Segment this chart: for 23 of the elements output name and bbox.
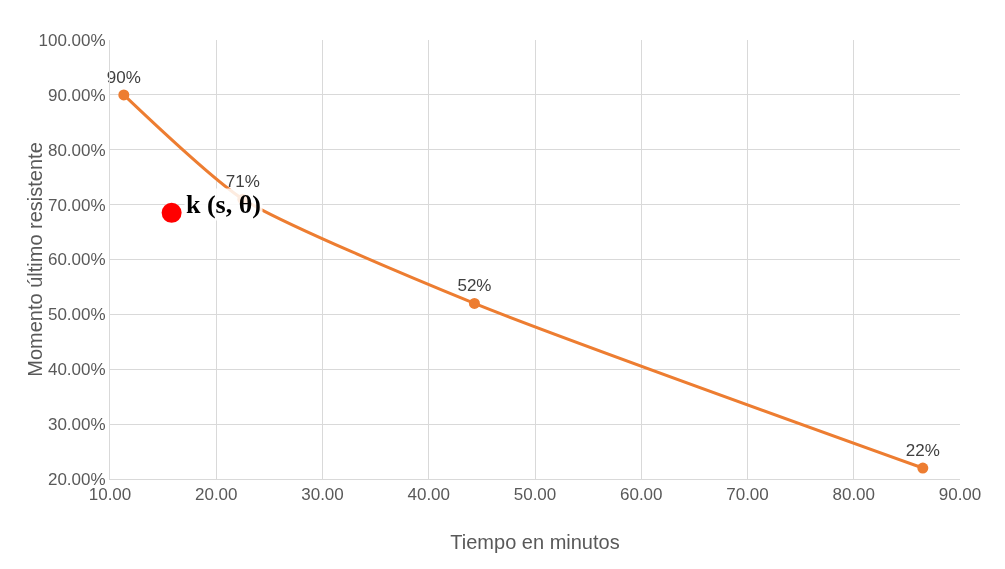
y-tick-label: 70.00% [47, 195, 106, 215]
y-tick-label: 100.00% [38, 30, 106, 50]
x-tick-label: 20.00 [194, 485, 238, 505]
data-label: 90% [106, 67, 141, 87]
y-tick-label: 80.00% [47, 140, 106, 160]
data-label: 22% [905, 440, 940, 460]
data-label: 52% [457, 276, 492, 296]
x-tick-label: 90.00 [938, 485, 982, 505]
x-tick-label: 80.00 [832, 485, 876, 505]
x-tick-label: 70.00 [726, 485, 769, 505]
y-tick-label: 50.00% [47, 305, 106, 325]
x-tick-label: 60.00 [619, 485, 663, 505]
x-tick-label: 50.00 [513, 485, 557, 505]
y-tick-label: 90.00% [47, 85, 106, 105]
y-tick-label: 40.00% [47, 360, 106, 380]
annotation: k (s, θ) [186, 190, 261, 219]
x-tick-label: 40.00 [407, 485, 451, 505]
x-axis-title: Tiempo en minutos [450, 531, 620, 553]
y-tick-label: 60.00% [47, 250, 106, 270]
y-tick-label: 30.00% [47, 415, 106, 435]
x-tick-label: 30.00 [301, 485, 344, 505]
y-axis-title: Momento último resistente [23, 142, 46, 377]
data-label: 71% [225, 172, 260, 192]
